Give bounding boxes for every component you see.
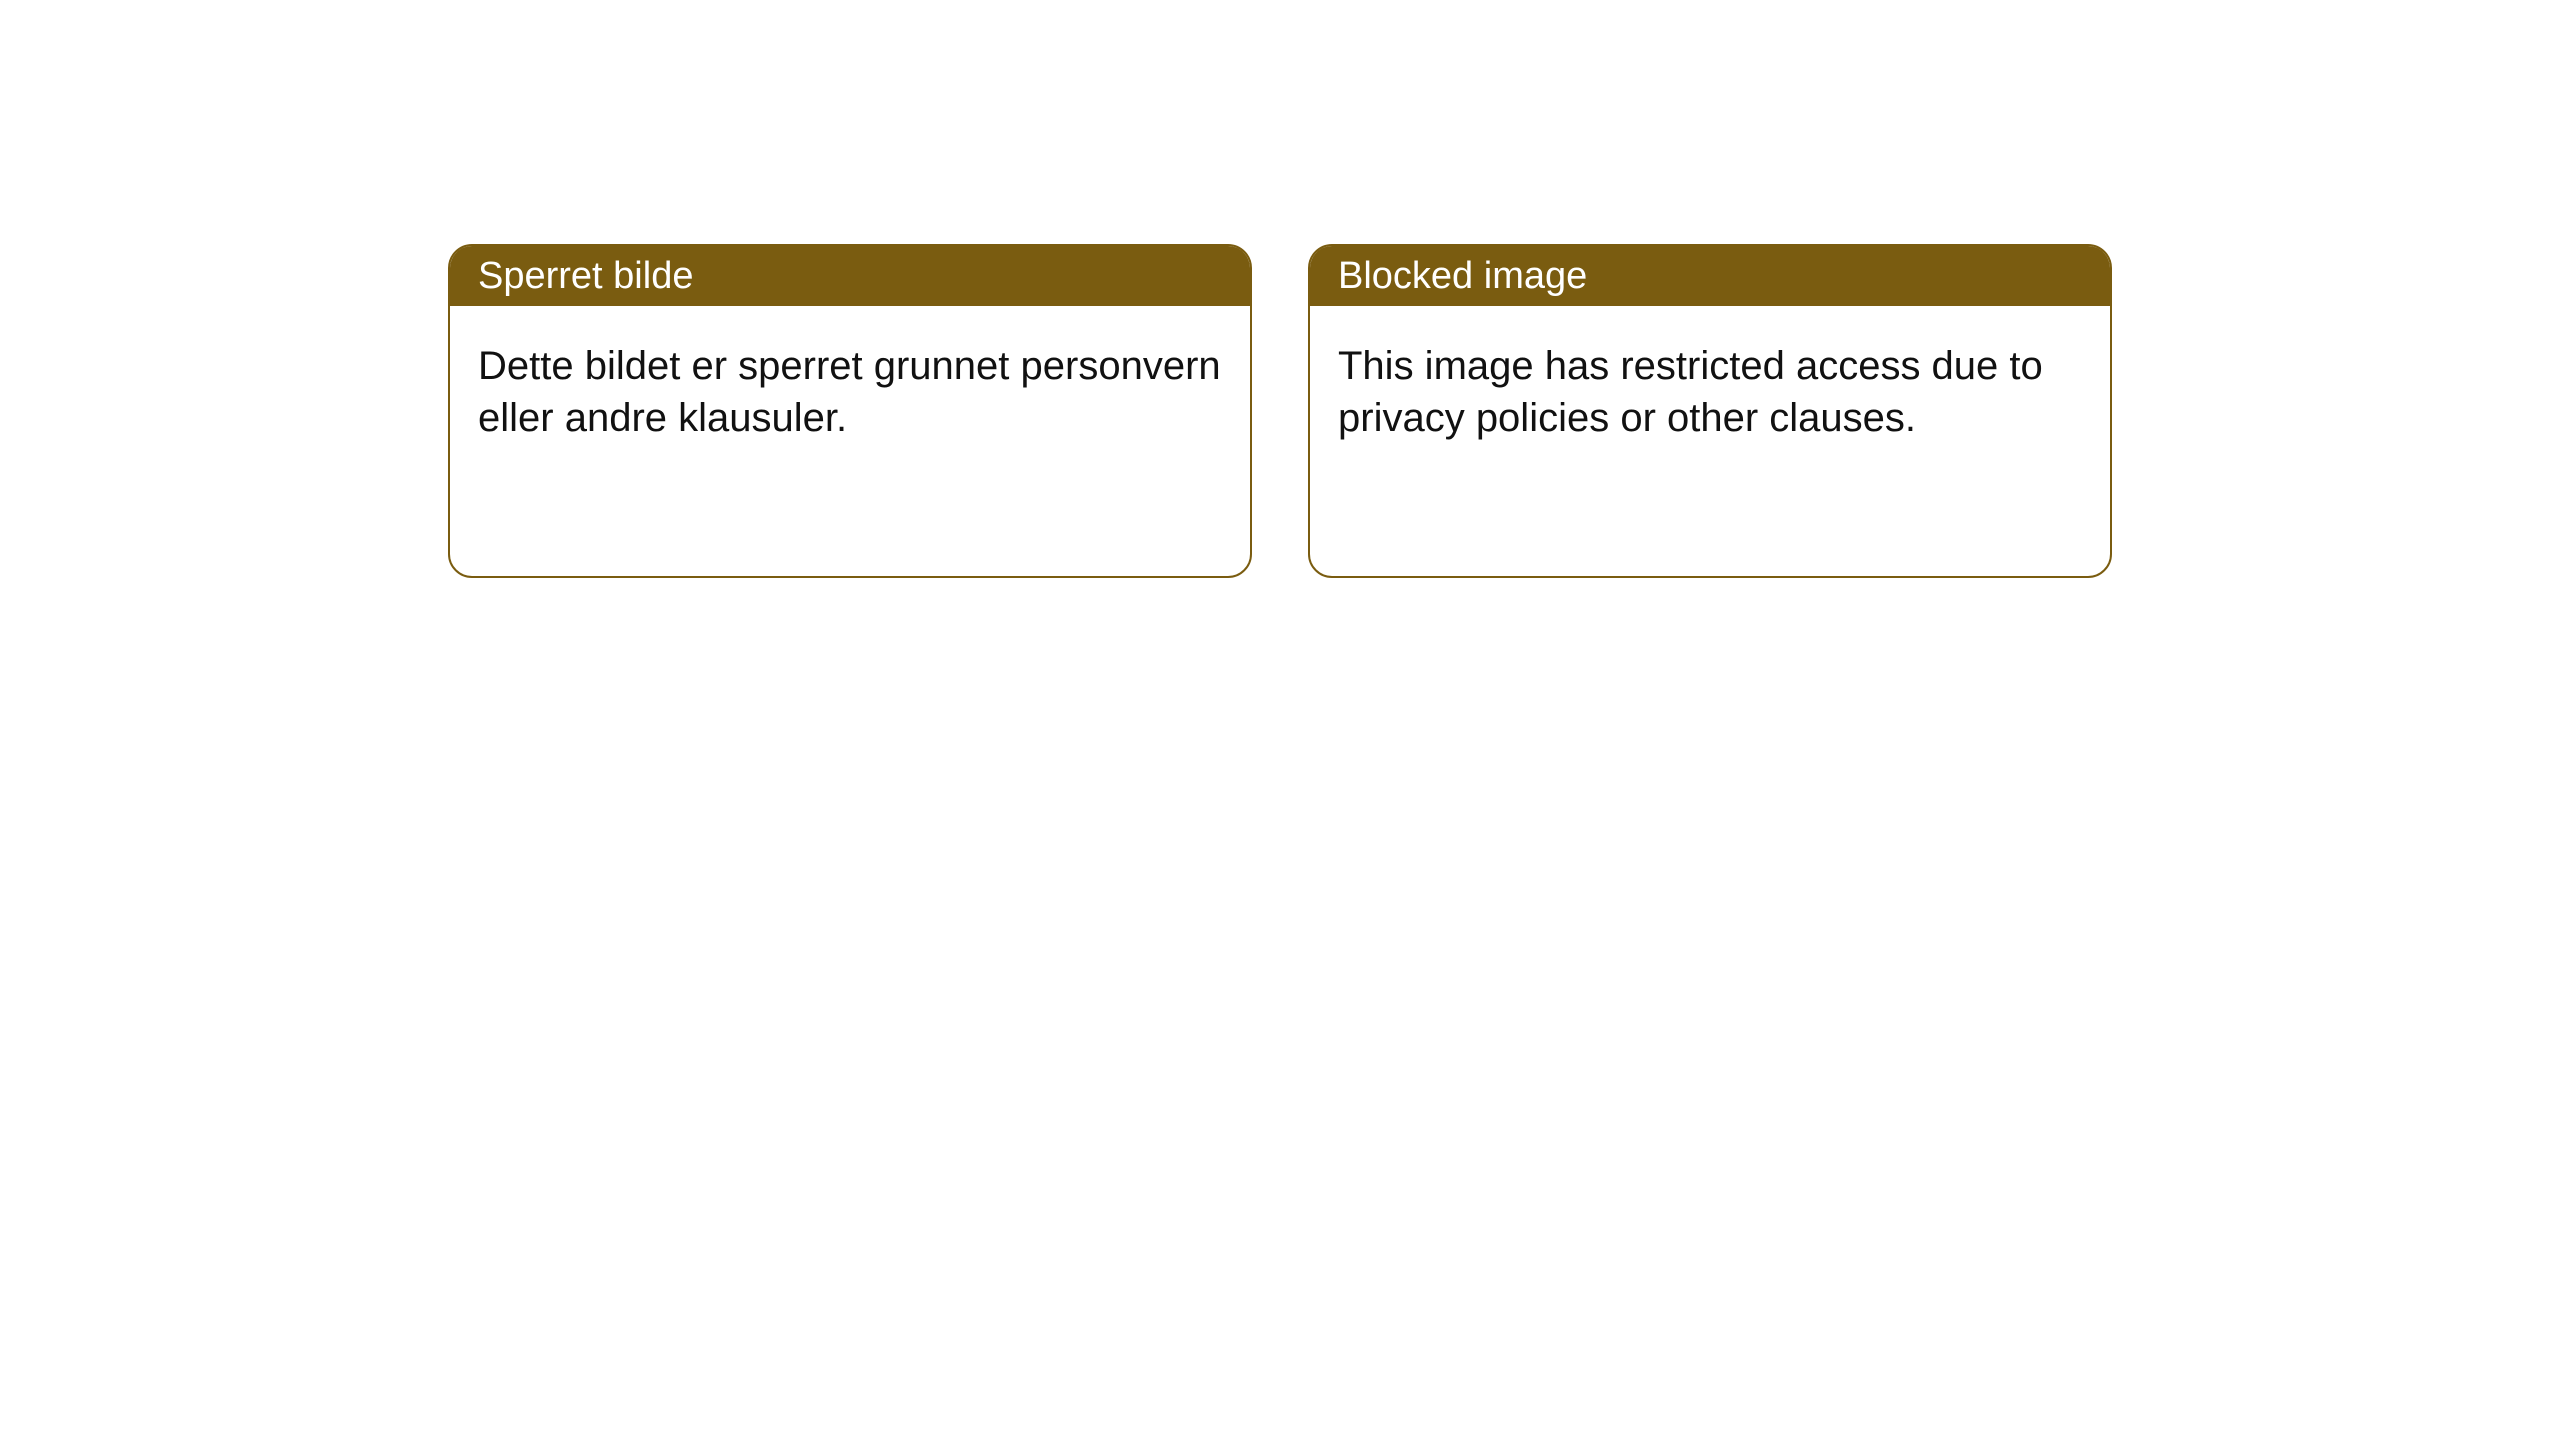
card-body-no: Dette bildet er sperret grunnet personve… [450, 306, 1250, 472]
cards-row: Sperret bilde Dette bildet er sperret gr… [0, 0, 2560, 578]
blocked-image-card-en: Blocked image This image has restricted … [1308, 244, 2112, 578]
card-title-en: Blocked image [1310, 246, 2110, 306]
card-title-no: Sperret bilde [450, 246, 1250, 306]
blocked-image-card-no: Sperret bilde Dette bildet er sperret gr… [448, 244, 1252, 578]
card-body-en: This image has restricted access due to … [1310, 306, 2110, 472]
